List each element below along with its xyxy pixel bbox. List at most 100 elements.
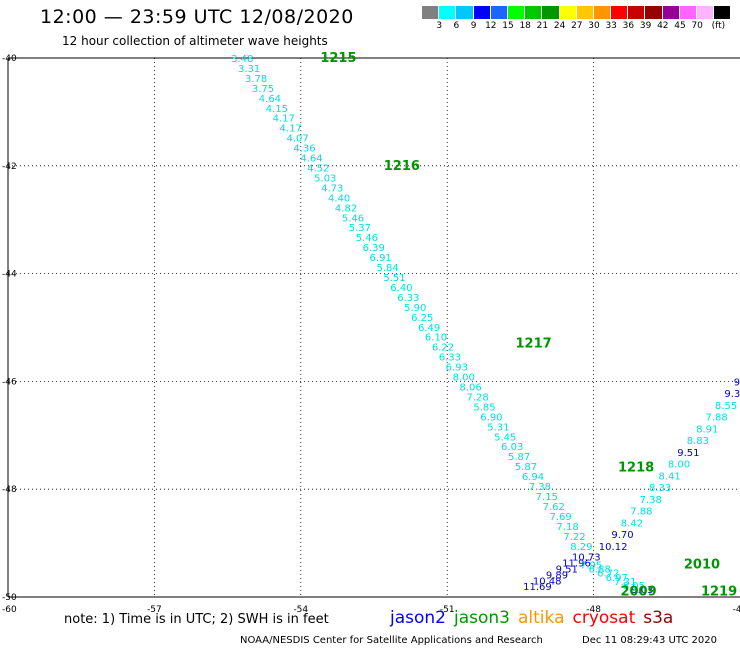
wave-height-value: 7.88	[630, 507, 652, 518]
wave-height-value: 6.72	[597, 569, 619, 580]
wave-height-value: 8.42	[621, 518, 643, 529]
wave-height-value: 5.03	[314, 173, 336, 184]
color-scale-label: 9	[470, 21, 477, 31]
wave-height-value: 3.75	[252, 84, 274, 95]
y-tick-label: -42	[2, 162, 17, 172]
wave-height-value: 5.31	[487, 422, 509, 433]
wave-height-value: 5.37	[349, 223, 371, 234]
wave-height-value: 6.93	[446, 363, 468, 374]
wave-height-value: 4.73	[321, 183, 343, 194]
wave-height-value: 11.96	[562, 559, 591, 570]
time-label: 1219	[701, 585, 737, 600]
wave-height-value: 7.28	[466, 392, 488, 403]
color-swatch	[456, 6, 474, 19]
legend-item-jason3: jason3	[454, 608, 510, 628]
color-swatch	[679, 6, 697, 19]
color-swatch	[422, 6, 440, 19]
wave-height-value: 7.88	[706, 413, 728, 424]
color-scale-label: (ft)	[711, 21, 726, 31]
color-swatch	[576, 6, 594, 19]
wave-height-value: 6.39	[363, 243, 385, 254]
wave-height-value: 9.51	[556, 564, 578, 575]
x-tick-label: -54	[293, 605, 308, 615]
color-scale-label: 70	[691, 21, 703, 31]
wave-height-value: 6.40	[390, 283, 412, 294]
color-swatch	[645, 6, 663, 19]
color-scale-label: 30	[588, 21, 600, 31]
wave-height-value: 4.64	[300, 154, 322, 165]
wave-height-value: 7.31	[614, 577, 636, 588]
y-tick-label: -48	[2, 485, 17, 495]
x-tick-label: -48	[586, 605, 601, 615]
color-swatch	[525, 6, 543, 19]
color-swatch	[439, 6, 457, 19]
wave-height-value: 4.17	[273, 114, 295, 125]
color-swatch	[628, 6, 646, 19]
y-tick-label: -50	[2, 593, 17, 603]
color-swatch	[714, 6, 732, 19]
wave-height-value: 9.70	[611, 530, 633, 541]
wave-height-value: 7.18	[556, 522, 578, 533]
wave-height-value: 5.51	[383, 273, 405, 284]
wave-height-value: 4.64	[259, 94, 281, 105]
page-subtitle: 12 hour collection of altimeter wave hei…	[62, 34, 328, 48]
wave-height-value: 6.49	[418, 323, 440, 334]
color-swatch	[473, 6, 491, 19]
wave-height-value: 7.62	[543, 502, 565, 513]
x-tick-label: -45	[733, 605, 740, 615]
wave-height-value: 6.25	[411, 313, 433, 324]
wave-height-value: 6.94	[522, 472, 544, 483]
wave-height-value: 6.90	[480, 412, 502, 423]
tick-labels: -57 -54 -51 -48 -45 -40 -42 -44 -46 -48 -50 -60	[2, 54, 740, 615]
wave-height-value: 3.78	[245, 74, 267, 85]
color-scale-label: 42	[657, 21, 669, 31]
wave-height-value: 6.03	[501, 442, 523, 453]
wave-height-value: 5.85	[473, 402, 495, 413]
color-swatch	[507, 6, 526, 19]
time-label: 1217	[516, 337, 552, 352]
note-text: note: 1) Time is in UTC; 2) SWH is in fe…	[64, 612, 329, 627]
wave-height-value: 11.69	[523, 582, 552, 593]
x-tick-label: -57	[147, 605, 162, 615]
wave-height-value: 7.15	[536, 492, 558, 503]
color-scale-label: 3	[436, 21, 443, 31]
wave-height-value: 10.73	[572, 553, 601, 564]
time-label: 1218	[618, 461, 654, 476]
y-tick-label: -46	[2, 377, 17, 387]
y-tick-label: -40	[2, 54, 17, 64]
legend-item-cryosat: cryosat	[572, 608, 636, 628]
wave-height-value: 3.48	[231, 54, 253, 65]
wave-height-value: 6.88	[589, 565, 611, 576]
wave-height-value: 8.33	[649, 483, 671, 494]
wave-height-value: 8.00	[453, 373, 475, 384]
wave-height-value: 6.97	[606, 573, 628, 584]
color-scale-label: 18	[519, 21, 531, 31]
color-scale-bar	[422, 6, 732, 20]
color-scale-label: 33	[605, 21, 617, 31]
color-swatch	[662, 6, 680, 19]
page-title: 12:00 — 23:59 UTC 12/08/2020	[40, 6, 354, 28]
wave-height-value: 5.84	[376, 263, 398, 274]
satellite-legend: jason2 jason3 altika cryosat s3a	[390, 608, 681, 628]
wave-height-value: 7.38	[640, 495, 662, 506]
color-scale-label: 45	[674, 21, 686, 31]
color-scale-label: 15	[502, 21, 514, 31]
wave-height-value: 4.36	[293, 144, 315, 155]
color-scale-label: 36	[622, 21, 635, 31]
map-axes	[7, 57, 740, 598]
wave-height-value: 4.40	[328, 193, 350, 204]
wave-height-value: 6.33	[439, 353, 461, 364]
wave-height-value: 5.87	[515, 462, 537, 473]
wave-height-value: 8.06	[460, 383, 482, 394]
color-swatch	[490, 6, 508, 19]
color-swatch	[559, 6, 577, 19]
wave-height-value: 8.29	[570, 542, 592, 553]
wave-height-value: 5.90	[404, 303, 426, 314]
wave-height-value: 8.83	[687, 436, 709, 447]
color-scale-label: 6	[453, 21, 460, 31]
wave-height-value: 9.03	[631, 585, 653, 596]
wave-height-value: 7.22	[563, 532, 585, 543]
wave-height-value: 4.52	[307, 164, 329, 175]
wave-height-value: 7.69	[550, 512, 572, 523]
